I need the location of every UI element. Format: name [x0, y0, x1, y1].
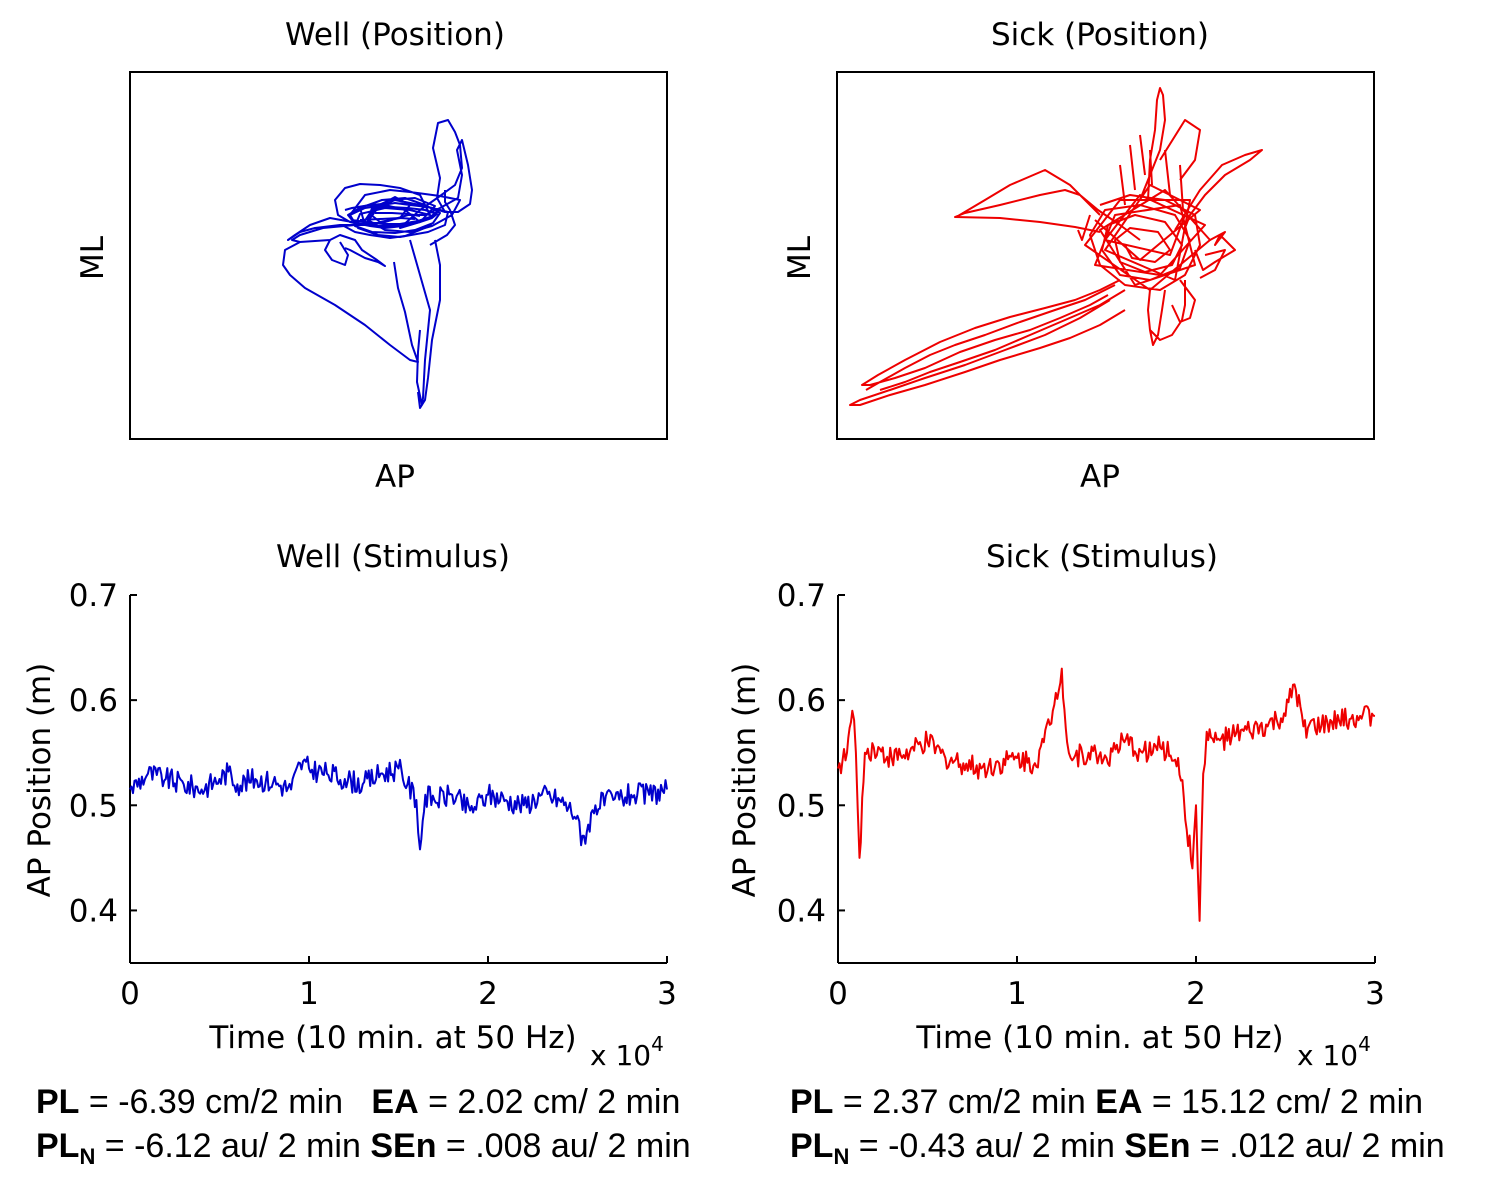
- stats-well: PL = -6.39 cm/2 min EA = 2.02 cm/ 2 min …: [36, 1080, 691, 1179]
- xtick-label-well: 1: [299, 976, 319, 1012]
- ylabel-well-stimulus: AP Position (m): [22, 663, 58, 898]
- ytick-label-sick: 0.7: [777, 578, 826, 614]
- axes-box-well-position: [129, 71, 668, 440]
- ytick-label-well: 0.6: [69, 683, 118, 719]
- ea-value: = 15.12 cm/ 2 min: [1142, 1083, 1424, 1121]
- x-multiplier-well: x 104: [590, 1032, 664, 1072]
- xtick-label-well: 2: [478, 976, 498, 1012]
- sen-label: SEn: [370, 1127, 437, 1165]
- ytick-label-sick: 0.6: [777, 683, 826, 719]
- ytick-label-sick: 0.4: [777, 893, 826, 929]
- pln-sub: N: [79, 1144, 96, 1169]
- pl-label: PL: [36, 1083, 80, 1121]
- trajectory-well: [282, 119, 473, 409]
- xlabel-sick-position: AP: [1080, 459, 1120, 495]
- sen-label: SEn: [1124, 1127, 1191, 1165]
- title-well-stimulus: Well (Stimulus): [276, 539, 510, 575]
- ytick-label-well: 0.4: [69, 893, 118, 929]
- pl-label: PL: [790, 1083, 834, 1121]
- stats-well-line1: PL = -6.39 cm/2 min EA = 2.02 cm/ 2 min: [36, 1080, 691, 1124]
- panel-well-position: Well (Position) AP ML: [75, 17, 668, 495]
- xtick-label-sick: 3: [1365, 976, 1385, 1012]
- trajectory-sick: [849, 87, 1263, 406]
- pln-label: PL: [36, 1127, 80, 1165]
- xtick-label-well: 0: [120, 976, 140, 1012]
- pln-sub: N: [833, 1144, 850, 1169]
- title-well-position: Well (Position): [285, 17, 505, 53]
- trajectory-sick-core: [1077, 119, 1226, 291]
- pln-value: = -0.43 au/ 2 min: [849, 1127, 1125, 1165]
- stats-well-line2: PLN = -6.12 au/ 2 min SEn = .008 au/ 2 m…: [36, 1124, 691, 1179]
- stats-sick-line2: PLN = -0.43 au/ 2 min SEn = .012 au/ 2 m…: [790, 1124, 1445, 1179]
- xtick-label-sick: 2: [1186, 976, 1206, 1012]
- panel-sick-stimulus: Sick (Stimulus) 0.4 0.5 0.6 0.7 0 1 2 3 Time (1…: [727, 539, 1385, 1072]
- series-line-well: [129, 755, 668, 851]
- title-sick-stimulus: Sick (Stimulus): [986, 539, 1218, 575]
- ea-value: = 2.02 cm/ 2 min: [418, 1083, 681, 1121]
- title-sick-position: Sick (Position): [991, 17, 1209, 53]
- ytick-label-well: 0.7: [69, 578, 118, 614]
- sen-value: = .012 au/ 2 min: [1190, 1127, 1445, 1165]
- panel-well-stimulus: Well (Stimulus) 0.4 0.5 0.6 0.7 0 1 2 3 Time (1…: [22, 539, 677, 1072]
- stats-sick: PL = 2.37 cm/2 min EA = 15.12 cm/ 2 min …: [790, 1080, 1445, 1179]
- trajectory-well-core: [341, 202, 446, 239]
- pln-value: = -6.12 au/ 2 min: [95, 1127, 371, 1165]
- ea-label: EA: [1095, 1083, 1143, 1121]
- ytick-label-sick: 0.5: [777, 788, 826, 824]
- ytick-label-well: 0.5: [69, 788, 118, 824]
- figure: Well (Position) AP ML Sick (Position) AP…: [22, 17, 1385, 1072]
- pl-value: = -6.39 cm/2 min: [79, 1083, 344, 1121]
- xlabel-well-stimulus: Time (10 min. at 50 Hz): [208, 1020, 576, 1056]
- x-multiplier-sick: x 104: [1297, 1032, 1371, 1072]
- xtick-label-well: 3: [657, 976, 677, 1012]
- stats-sick-line1: PL = 2.37 cm/2 min EA = 15.12 cm/ 2 min: [790, 1080, 1445, 1124]
- series-line-sick: [837, 667, 1376, 922]
- panel-sick-position: Sick (Position) AP ML: [782, 17, 1375, 495]
- xtick-label-sick: 0: [828, 976, 848, 1012]
- ylabel-sick-position: ML: [782, 235, 818, 280]
- xlabel-well-position: AP: [375, 459, 415, 495]
- pln-label: PL: [790, 1127, 834, 1165]
- ea-label: EA: [371, 1083, 419, 1121]
- sen-value: = .008 au/ 2 min: [436, 1127, 691, 1165]
- ylabel-well-position: ML: [75, 235, 111, 280]
- pl-value: = 2.37 cm/2 min: [833, 1083, 1096, 1121]
- xlabel-sick-stimulus: Time (10 min. at 50 Hz): [915, 1020, 1283, 1056]
- ylabel-sick-stimulus: AP Position (m): [727, 663, 763, 898]
- xtick-label-sick: 1: [1007, 976, 1027, 1012]
